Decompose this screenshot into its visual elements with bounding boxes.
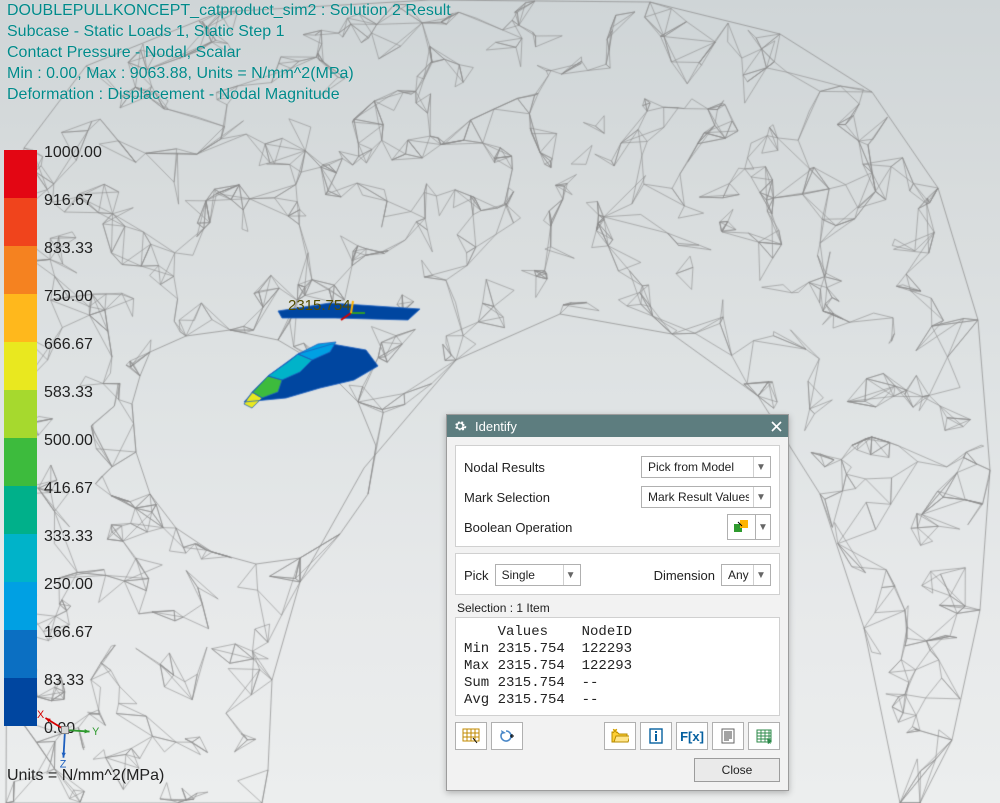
open-file-icon: [611, 728, 629, 744]
chevron-down-icon: ▼: [753, 487, 768, 507]
legend-tick: 166.67: [44, 625, 102, 673]
boolean-op-icon: [734, 520, 750, 534]
open-file-button[interactable]: [604, 722, 636, 750]
legend-tick: 1000.00: [44, 145, 102, 193]
reset-selection-icon: [498, 728, 516, 744]
boolean-op-label: Boolean Operation: [464, 520, 727, 535]
legend-tick: 750.00: [44, 289, 102, 337]
combo-value: Single: [502, 568, 559, 582]
result-annotation: 2315.754: [288, 297, 351, 314]
legend-tick: 583.33: [44, 385, 102, 433]
nodal-results-label: Nodal Results: [464, 460, 641, 475]
expression-icon: F[x]: [680, 729, 704, 744]
identify-dialog[interactable]: Identify Nodal Results Pick from Model ▼…: [446, 414, 789, 791]
combo-value: Mark Result Values: [648, 490, 749, 504]
chevron-down-icon: ▼: [753, 565, 768, 585]
header-line: DOUBLEPULLKONCEPT_catproduct_sim2 : Solu…: [7, 0, 451, 21]
legend-tick: 333.33: [44, 529, 102, 577]
info-button[interactable]: [640, 722, 672, 750]
svg-text:Z: Z: [60, 758, 67, 770]
mark-selection-combo[interactable]: Mark Result Values ▼: [641, 486, 771, 508]
dimension-combo[interactable]: Any ▼: [721, 564, 771, 586]
dialog-toolbar: F[x]: [455, 722, 780, 750]
chevron-down-icon: ▼: [758, 522, 768, 533]
chevron-down-icon: ▼: [753, 457, 768, 477]
combo-value: Any: [728, 568, 749, 582]
spreadsheet-icon: [755, 728, 773, 744]
close-icon: [771, 421, 782, 432]
close-button-label: Close: [722, 763, 753, 777]
boolean-op-button[interactable]: [727, 514, 755, 540]
color-legend: [4, 150, 37, 726]
pick-mode-panel: Pick Single ▼ Dimension Any ▼: [455, 553, 780, 595]
reset-selection-button[interactable]: [491, 722, 523, 750]
dialog-titlebar[interactable]: Identify: [447, 415, 788, 437]
dialog-body: Nodal Results Pick from Model ▼ Mark Sel…: [447, 437, 788, 790]
boolean-op-dropdown[interactable]: ▼: [755, 514, 771, 540]
view-triad[interactable]: X Y Z: [20, 685, 110, 775]
legend-tick: 416.67: [44, 481, 102, 529]
dimension-label: Dimension: [654, 568, 715, 583]
mark-selection-label: Mark Selection: [464, 490, 641, 505]
combo-value: Pick from Model: [648, 460, 749, 474]
dialog-close-button[interactable]: [768, 418, 784, 434]
dialog-title: Identify: [475, 419, 768, 434]
header-line: Deformation : Displacement - Nodal Magni…: [7, 84, 451, 105]
pick-options-panel: Nodal Results Pick from Model ▼ Mark Sel…: [455, 445, 780, 547]
header-line: Contact Pressure - Nodal, Scalar: [7, 42, 451, 63]
text-report-icon: [719, 728, 737, 744]
spreadsheet-button[interactable]: [748, 722, 780, 750]
gear-icon: [453, 419, 467, 433]
legend-tick: 833.33: [44, 241, 102, 289]
mesh-display-icon: [462, 728, 480, 744]
info-icon: [647, 728, 665, 744]
header-line: Min : 0.00, Max : 9063.88, Units = N/mm^…: [7, 63, 451, 84]
nodal-results-combo[interactable]: Pick from Model ▼: [641, 456, 771, 478]
pick-mode-combo[interactable]: Single ▼: [495, 564, 581, 586]
expression-button[interactable]: F[x]: [676, 722, 708, 750]
legend-tick: 500.00: [44, 433, 102, 481]
header-line: Subcase - Static Loads 1, Static Step 1: [7, 21, 451, 42]
legend-tick: 666.67: [44, 337, 102, 385]
legend-tick: 250.00: [44, 577, 102, 625]
chevron-down-icon: ▼: [563, 565, 578, 585]
mesh-display-button[interactable]: [455, 722, 487, 750]
svg-text:X: X: [37, 709, 44, 721]
svg-text:Y: Y: [92, 726, 99, 738]
pick-label: Pick: [464, 568, 489, 583]
text-report-button[interactable]: [712, 722, 744, 750]
color-legend-ticks: 1000.00916.67833.33750.00666.67583.33500…: [44, 145, 102, 769]
results-table: Values NodeID Min 2315.754 122293 Max 23…: [455, 617, 780, 716]
selection-count: Selection : 1 Item: [457, 601, 780, 615]
legend-tick: 916.67: [44, 193, 102, 241]
result-header: DOUBLEPULLKONCEPT_catproduct_sim2 : Solu…: [7, 0, 451, 105]
close-button[interactable]: Close: [694, 758, 780, 782]
